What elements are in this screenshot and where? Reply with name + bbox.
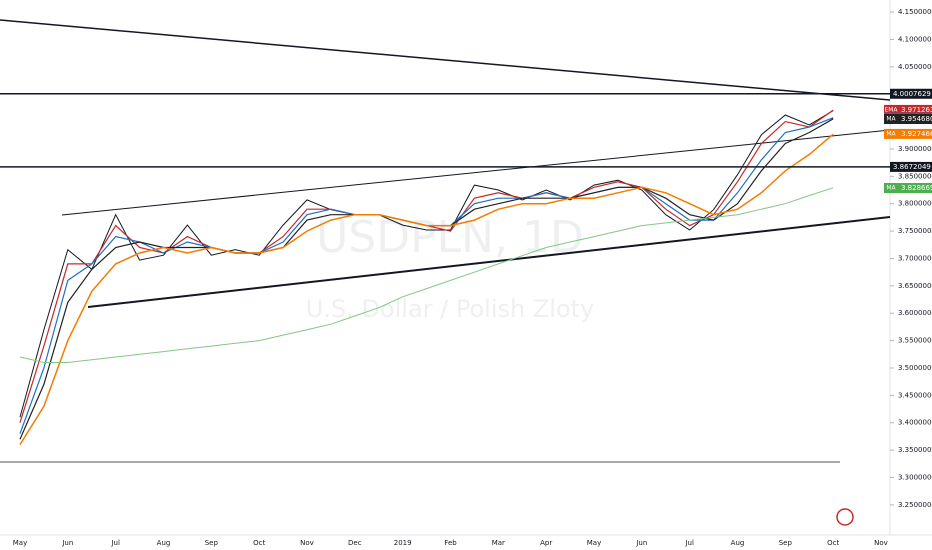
trendline [61,129,891,216]
x-tick-label: Jun [61,539,73,547]
x-tick-label: Aug [731,539,745,547]
tag-name-box [884,183,898,194]
x-tick-label: Nov [874,539,888,547]
x-tick-label: Jul [110,539,120,547]
price-tag-label: 3.9274660 [901,130,932,138]
x-tick-label: 2019 [394,539,412,547]
logo-icon [836,508,854,526]
price-tag-label: 4.0007629 [893,90,931,98]
tag-name-box [884,128,898,139]
y-tick-label: 3.3000000 [898,474,932,482]
x-tick-label: Aug [157,539,171,547]
x-tick-label: May [587,539,601,547]
price-tag [898,128,932,139]
y-tick-label: 3.5500000 [898,337,932,345]
series [0,93,890,445]
price-tag-label: 3.9712635 [901,106,932,114]
tag-name-box [884,114,898,125]
series-line [19,187,834,363]
x-tick-label: Feb [444,539,457,547]
x-tick-label: Dec [348,539,362,547]
watermark-subtitle: U.S. Dollar / Polish Zloty [306,295,595,323]
price-tag [898,183,932,194]
y-tick-label: 3.5000000 [898,364,932,372]
trendline [0,19,891,101]
y-tick-label: 3.7000000 [898,254,932,262]
y-tick-label: 4.1500000 [898,8,932,16]
y-tick-label: 3.6500000 [898,282,932,290]
x-tick-label: Nov [300,539,314,547]
x-tick-label: Sep [205,539,219,547]
x-tick-label: Mar [492,539,505,547]
price-tag-label: 3.8286695 [901,184,932,192]
tag-name-box [884,104,898,115]
tag-name: MA [886,185,896,192]
series-line [19,133,834,445]
axes: 3.2500000 3.3000000 3.3500000 3.4000000 3.45… [13,8,932,547]
y-tick-label: 3.7500000 [898,227,932,235]
price-tag-label: 3.9546800 [901,115,932,123]
price-tag [898,104,932,115]
y-tick-label: 3.4000000 [898,419,932,427]
x-tick-label: Oct [827,539,839,547]
y-tick-label: 4.1000000 [898,35,932,43]
x-tick-label: May [13,539,27,547]
logo [836,508,854,526]
price-tag [898,114,932,125]
x-tick-label: Oct [253,539,265,547]
y-tick-label: 3.6000000 [898,309,932,317]
y-tick-label: 4.0500000 [898,63,932,71]
y-tick-label: 3.2500000 [898,501,932,509]
price-tag [890,88,932,99]
x-tick-label: Jul [684,539,694,547]
x-tick-label: Sep [779,539,793,547]
x-tick-label: Apr [540,539,552,547]
trendline [87,216,891,308]
y-tick-label: 3.4500000 [898,391,932,399]
price-tag [890,161,932,172]
y-tick-label: 3.9000000 [898,145,932,153]
trendlines [0,19,891,463]
price-tag-label: 3.8672049 [893,163,931,171]
x-tick-label: Jun [635,539,647,547]
y-tick-label: 3.8500000 [898,172,932,180]
watermark: USDPLN, 1D [316,212,584,263]
y-tick-label: 3.3500000 [898,446,932,454]
tag-name: EMA [884,106,898,113]
series-line [19,110,834,418]
y-tick-label: 3.8000000 [898,200,932,208]
tag-name: MA [886,116,896,123]
tag-name: MA [886,130,896,137]
